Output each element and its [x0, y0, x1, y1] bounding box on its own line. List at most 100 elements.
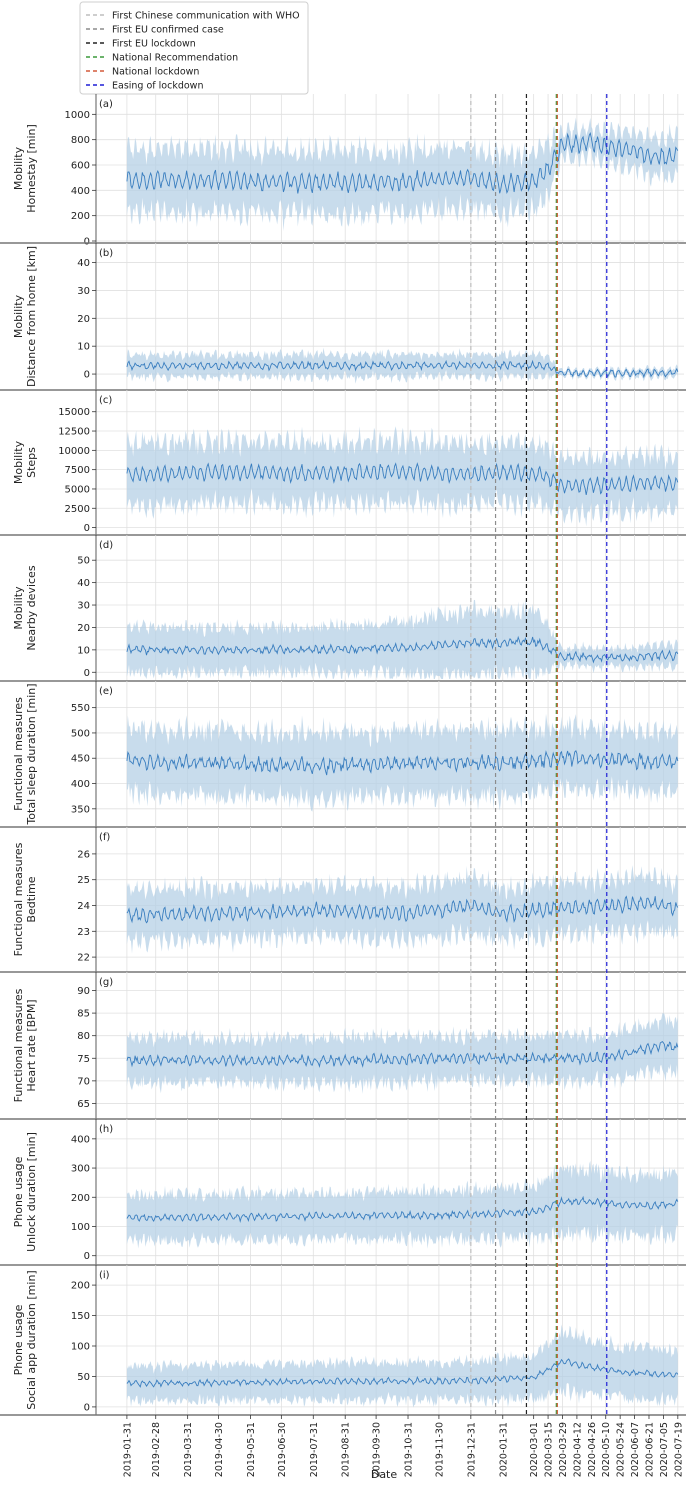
- y-tick-label: 20: [77, 314, 90, 325]
- x-tick-label: 2019-07-31: [309, 1422, 320, 1477]
- y-tick-label: 0: [84, 1402, 90, 1413]
- x-tick-label: 2020-07-05: [659, 1422, 670, 1477]
- series-line: [126, 635, 679, 664]
- panel-label: (f): [99, 832, 110, 843]
- y-tick-label: 50: [77, 556, 90, 567]
- y-axis-label: Heart rate [BPM]: [25, 999, 38, 1091]
- x-tick-label: 2020-04-26: [587, 1422, 598, 1477]
- y-tick-label: 150: [71, 1311, 90, 1322]
- x-tick-label: 2020-03-29: [558, 1422, 569, 1477]
- y-axis-label: Phone usage: [12, 1304, 25, 1375]
- series-band: [126, 1160, 678, 1249]
- y-tick-label: 200: [71, 211, 90, 222]
- legend-frame: [79, 1, 309, 95]
- y-axis-label: Steps: [25, 447, 38, 478]
- y-axis-label: Total sleep duration [min]: [25, 683, 38, 825]
- y-tick-label: 40: [77, 578, 90, 589]
- y-tick-label: 10: [77, 645, 90, 656]
- y-tick-label: 80: [77, 1031, 90, 1042]
- series-line: [126, 1041, 679, 1068]
- legend-entry: Easing of lockdown: [112, 81, 203, 92]
- series-band: [126, 1324, 678, 1408]
- y-tick-label: 12500: [58, 427, 90, 438]
- y-tick-label: 400: [71, 1134, 90, 1145]
- panel-label: (d): [99, 540, 113, 551]
- y-tick-label: 0: [84, 1251, 90, 1262]
- x-tick-label: 2019-03-31: [183, 1422, 194, 1477]
- panel-label: (c): [99, 395, 112, 406]
- y-axis-label: Homestay [min]: [25, 124, 38, 213]
- series-band: [126, 426, 678, 527]
- panel-a: 0 200 400 600 800 1000 (a) Mobility Homestay [mi…: [0, 94, 686, 248]
- y-tick-label: 15000: [58, 407, 90, 418]
- y-axis-label: Social app duration [min]: [25, 1270, 38, 1409]
- panel-i: 0 50 100 150 200 (i) Phone usage Social app dur…: [0, 1265, 686, 1416]
- series-band: [126, 599, 678, 679]
- y-axis-label: Bedtime: [25, 876, 38, 922]
- series-band: [126, 865, 678, 954]
- x-tick-label: 2020-03-15: [544, 1422, 555, 1477]
- y-tick-label: 600: [71, 161, 90, 172]
- y-axis-label: Distance from home [km]: [25, 246, 38, 387]
- series-line: [126, 1358, 679, 1388]
- panel-label: (e): [99, 686, 113, 697]
- y-axis-label: Mobility: [12, 294, 25, 338]
- y-tick-label: 40: [77, 258, 90, 269]
- y-axis-label: Functional measures: [12, 988, 25, 1102]
- y-tick-label: 0: [84, 523, 90, 534]
- y-tick-label: 350: [71, 804, 90, 815]
- y-axis-label: Unlock duration [min]: [25, 1132, 38, 1252]
- panel-d: 0 10 20 30 40 50 (d) Mobility Nearby devices: [0, 535, 686, 682]
- series-line: [126, 132, 679, 194]
- x-tick-label: 2019-11-30: [434, 1422, 445, 1477]
- y-tick-label: 2500: [65, 504, 90, 515]
- y-axis-label: Mobility: [12, 586, 25, 630]
- x-tick-label: 2019-01-31: [122, 1422, 133, 1477]
- panel-g: 65 70 75 80 85 90 (g) Functional measures Heart …: [0, 972, 686, 1120]
- panel-label: (a): [99, 99, 113, 110]
- panel-b: 0 10 20 30 40 (b) Mobility Distance from home […: [0, 243, 686, 391]
- y-tick-label: 200: [71, 1281, 90, 1292]
- y-tick-label: 25: [77, 875, 90, 886]
- x-axis-label: Date: [371, 1468, 398, 1481]
- y-tick-label: 23: [77, 927, 90, 938]
- x-tick-label: 2020-05-10: [601, 1422, 612, 1477]
- x-tick-label: 2020-05-24: [616, 1422, 627, 1477]
- y-tick-label: 500: [71, 728, 90, 739]
- y-tick-label: 75: [77, 1054, 90, 1065]
- y-tick-label: 200: [71, 1193, 90, 1204]
- y-tick-label: 30: [77, 286, 90, 297]
- x-tick-label: 2019-09-30: [372, 1422, 383, 1477]
- x-axis: 2019-01-31 2019-02-28 2019-03-31 2019-04-30…: [122, 1415, 684, 1477]
- x-tick-label: 2019-08-31: [341, 1422, 352, 1477]
- y-tick-label: 24: [77, 901, 90, 912]
- series-line: [126, 359, 679, 379]
- panel-label: (b): [99, 248, 113, 259]
- series-line: [126, 895, 679, 924]
- x-tick-label: 2019-04-30: [214, 1422, 225, 1477]
- series-band: [126, 1013, 678, 1094]
- legend-entry: National lockdown: [112, 67, 199, 78]
- y-tick-label: 100: [71, 1342, 90, 1353]
- y-tick-label: 22: [77, 953, 90, 964]
- y-tick-label: 30: [77, 601, 90, 612]
- series-line: [126, 1195, 679, 1223]
- y-tick-label: 1000: [65, 110, 90, 121]
- y-tick-label: 50: [77, 1372, 90, 1383]
- y-tick-label: 0: [84, 668, 90, 679]
- panel-label: (i): [99, 1270, 110, 1281]
- y-tick-label: 550: [71, 703, 90, 714]
- legend-entry: First EU lockdown: [112, 39, 196, 50]
- panel-h: 0 100 200 300 400 (h) Phone usage Unlock durati…: [0, 1119, 686, 1266]
- y-tick-label: 400: [71, 779, 90, 790]
- y-axis-label: Mobility: [12, 440, 25, 484]
- x-tick-label: 2020-04-12: [572, 1422, 583, 1477]
- x-tick-label: 2019-06-30: [277, 1422, 288, 1477]
- y-tick-label: 26: [77, 849, 90, 860]
- x-tick-label: 2020-06-07: [630, 1422, 641, 1477]
- y-tick-label: 70: [77, 1076, 90, 1087]
- y-tick-label: 7500: [65, 465, 90, 476]
- x-tick-label: 2019-10-31: [404, 1422, 415, 1477]
- legend-entry: First EU confirmed case: [112, 25, 224, 36]
